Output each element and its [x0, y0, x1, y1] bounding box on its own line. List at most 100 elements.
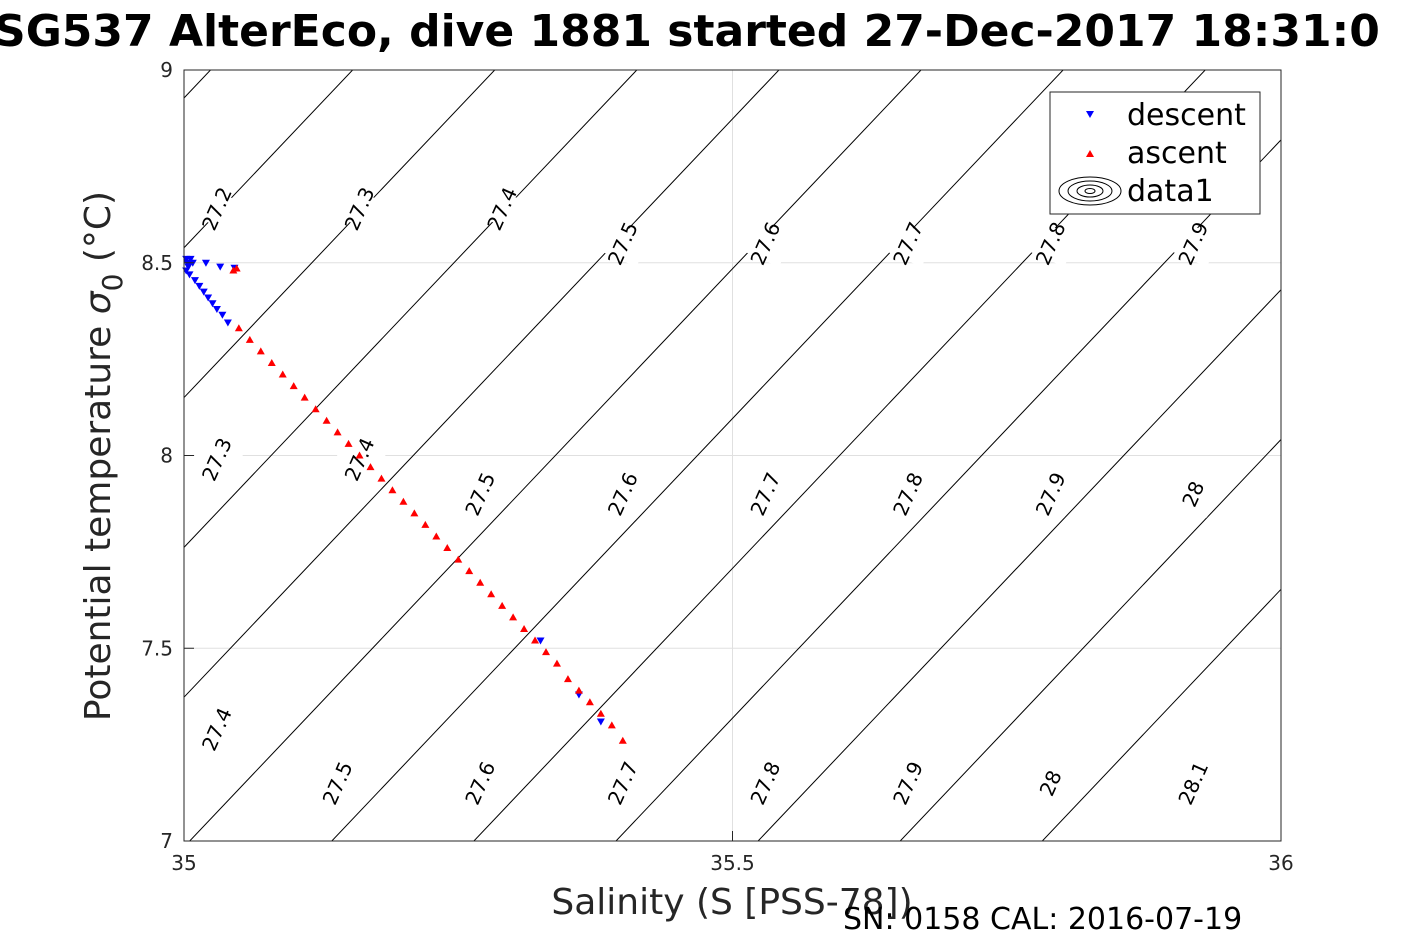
- y-tick-label: 8.5: [141, 251, 173, 275]
- descent-point: [536, 637, 545, 645]
- isopycnal-label-gap: [596, 219, 650, 268]
- isopycnal-label-gap: [881, 219, 935, 268]
- isopycnal-label-gap: [596, 470, 650, 518]
- y-axis-label-unit: (°C): [78, 191, 119, 274]
- legend-descent-label: descent: [1127, 98, 1246, 133]
- ascent-point: [552, 659, 561, 667]
- ascent-point: [232, 264, 241, 272]
- ascent-point: [278, 370, 287, 378]
- ascent-point: [465, 567, 474, 575]
- isopycnal-line: [615, 139, 1281, 841]
- isopycnal-label-gap: [190, 705, 244, 753]
- ascent-point: [520, 624, 529, 632]
- y-tick-label: 9: [160, 58, 173, 82]
- ascent-point: [421, 520, 430, 528]
- ascent-point: [289, 382, 298, 390]
- ascent-point: [245, 335, 254, 343]
- isopycnal-label-gap: [1024, 470, 1078, 518]
- ascent-point: [234, 324, 243, 332]
- ascent-point: [229, 266, 238, 274]
- ascent-point: [366, 463, 375, 471]
- descent-point: [223, 319, 232, 327]
- descent-point: [596, 718, 605, 726]
- isopycnal-label-gap: [310, 759, 365, 807]
- ascent-point: [607, 721, 616, 729]
- isopycnal-contours: [0, 0, 1281, 918]
- isopycnal-line: [184, 70, 780, 698]
- legend: descent ascent data1: [1049, 91, 1261, 215]
- isopycnal-label-gap: [738, 470, 793, 518]
- ascent-point: [542, 648, 551, 656]
- isopycnal-label-gap: [596, 759, 650, 807]
- x-axis-label: Salinity (S [PSS-78]): [551, 882, 912, 923]
- isopycnal-label-gap: [1166, 219, 1220, 268]
- isopycnal-line: [899, 438, 1281, 841]
- y-tick-label: 7: [160, 829, 173, 853]
- descent-point: [190, 277, 199, 285]
- ascent-point: [476, 578, 485, 586]
- isopycnal-label-gap: [881, 759, 935, 807]
- descent-point: [184, 263, 193, 271]
- descent-point: [218, 311, 227, 319]
- y-tick-label: 7.5: [141, 636, 173, 660]
- isopycnal-labels: 27.2 27.3 27.427.5 27.6 27.7 27.8 27.927.3 27.4…: [190, 184, 1220, 808]
- data-markers: [182, 255, 627, 744]
- ascent-point: [487, 590, 496, 598]
- x-tick-label: 35.5: [710, 851, 755, 875]
- descent-point: [208, 300, 217, 308]
- ascent-point: [388, 486, 397, 494]
- isopycnal-label-gap: [1024, 759, 1078, 807]
- calibration-footer: SN: 0158 CAL: 2016-07-19: [843, 902, 1242, 937]
- ascent-point: [443, 544, 452, 552]
- isopycnal-label-gap: [332, 435, 387, 483]
- isopycnal-label-gap: [190, 185, 244, 233]
- ascent-point: [432, 532, 441, 540]
- isopycnal-line: [184, 70, 354, 249]
- isopycnal-label-gap: [453, 470, 507, 518]
- ascent-point: [399, 497, 408, 505]
- y-tick-label: 8: [160, 444, 173, 468]
- isopycnal-line: [184, 70, 496, 399]
- legend-ascent-marker: [1086, 150, 1094, 157]
- ascent-point: [377, 474, 386, 482]
- ascent-point: [256, 347, 265, 355]
- ascent-point: [498, 601, 507, 609]
- ascent-point: [563, 675, 572, 683]
- isopycnal-line: [0, 0, 142, 918]
- legend-box: [1049, 91, 1261, 215]
- ascent-point: [596, 709, 605, 717]
- ascent-point: [333, 428, 342, 436]
- ascent-point: [300, 393, 309, 401]
- descent-point: [195, 282, 204, 290]
- ascent-point: [410, 509, 419, 517]
- y-axis-label-main: Potential temperature: [78, 314, 119, 721]
- chart-title: SG537 AlterEco, dive 1881 started 27-Dec…: [0, 6, 1380, 57]
- isopycnal-line: [188, 70, 922, 841]
- legend-data1-label: data1: [1127, 174, 1214, 209]
- isopycnal-line: [331, 70, 1064, 841]
- ascent-point: [618, 736, 627, 744]
- descent-point: [201, 259, 210, 267]
- isopycnal-label-gap: [738, 219, 793, 268]
- ascent-point: [454, 555, 463, 563]
- ascent-point: [311, 405, 320, 413]
- isopycnal-line: [757, 288, 1281, 841]
- descent-point: [199, 288, 208, 296]
- isopycnal-label-gap: [1166, 759, 1220, 807]
- y-axis-label: Potential temperature σ0 (°C): [78, 191, 129, 721]
- isopycnal-label-gap: [1166, 470, 1220, 518]
- ascent-point: [355, 451, 364, 459]
- ascent-point: [574, 686, 583, 694]
- ascent-point: [267, 358, 276, 366]
- legend-contour-icon: [1058, 176, 1122, 206]
- descent-point: [185, 271, 194, 279]
- y-axis-label-sigma: σ: [78, 290, 119, 314]
- isopycnal-label-gap: [453, 759, 507, 807]
- isopycnal-line: [184, 70, 638, 549]
- ascent-point: [585, 698, 594, 706]
- x-tick-label: 35: [171, 851, 196, 875]
- x-tick-label: 36: [1268, 851, 1293, 875]
- ascent-point: [322, 416, 331, 424]
- ascent-point: [531, 636, 540, 644]
